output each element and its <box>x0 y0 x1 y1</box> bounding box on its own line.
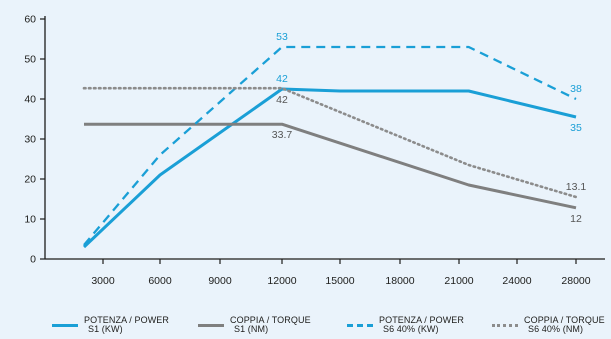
legend-item-torque-s1: COPPIA / TORQUE S1 (NM) <box>198 316 311 334</box>
chart-series-lines <box>82 45 578 249</box>
x-tick-label: 3000 <box>91 275 115 287</box>
legend-sublabel: S1 (KW) <box>88 324 123 334</box>
x-tick-label: 12000 <box>267 275 296 287</box>
legend-swatch-solid-blue <box>52 324 78 327</box>
legend-label: COPPIA / TORQUE <box>524 315 605 325</box>
legend-label: COPPIA / TORQUE <box>230 315 311 325</box>
legend-swatch-dotted-gray <box>492 324 518 327</box>
legend-swatch-dashed-blue <box>347 324 373 327</box>
chart-legend: POTENZA / POWER S1 (KW) COPPIA / TORQUE … <box>0 316 611 339</box>
chart-data-labels: 53 42 42 33.7 38 35 13.1 12 <box>272 31 587 225</box>
x-tick-label: 24000 <box>502 275 531 287</box>
y-tick-label: 10 <box>24 214 36 226</box>
chart-axes: 0 10 20 30 40 50 60 3000 6000 9000 12000 15000 18000… <box>24 14 605 287</box>
data-label: 42 <box>276 73 288 85</box>
legend-item-power-s1: POTENZA / POWER S1 (KW) <box>52 316 169 334</box>
legend-sublabel: S6 40% (KW) <box>383 324 439 334</box>
x-tick-label: 28000 <box>561 275 590 287</box>
line-chart: 0 10 20 30 40 50 60 3000 6000 9000 12000 15000 18000… <box>24 14 605 287</box>
y-tick-label: 30 <box>24 134 36 146</box>
data-label: 53 <box>276 31 288 43</box>
series-line-2 <box>83 45 577 246</box>
y-tick-label: 0 <box>30 254 36 266</box>
x-tick-label: 6000 <box>148 275 172 287</box>
y-tick-label: 60 <box>24 14 36 26</box>
x-tick-label: 9000 <box>208 275 232 287</box>
data-label: 33.7 <box>272 129 293 141</box>
data-label: 42 <box>276 94 288 106</box>
legend-label: POTENZA / POWER <box>379 315 465 325</box>
series-line-1 <box>84 122 577 210</box>
legend-item-power-s6: POTENZA / POWER S6 40% (KW) <box>347 316 464 334</box>
y-tick-label: 40 <box>24 94 36 106</box>
series-line-0 <box>82 87 577 249</box>
series-line-3 <box>82 86 578 199</box>
legend-swatch-solid-gray <box>198 324 224 327</box>
x-tick-label: 15000 <box>325 275 354 287</box>
data-label: 38 <box>570 83 582 95</box>
x-tick-label: 21000 <box>444 275 473 287</box>
legend-sublabel: S6 40% (NM) <box>528 324 584 334</box>
y-tick-label: 20 <box>24 174 36 186</box>
legend-item-torque-s6: COPPIA / TORQUE S6 40% (NM) <box>492 316 605 334</box>
legend-label: POTENZA / POWER <box>84 315 170 325</box>
data-label: 13.1 <box>566 181 587 193</box>
data-label: 35 <box>570 122 582 134</box>
data-label: 12 <box>570 213 582 225</box>
x-tick-label: 18000 <box>385 275 414 287</box>
legend-sublabel: S1 (NM) <box>234 324 269 334</box>
y-tick-label: 50 <box>24 54 36 66</box>
